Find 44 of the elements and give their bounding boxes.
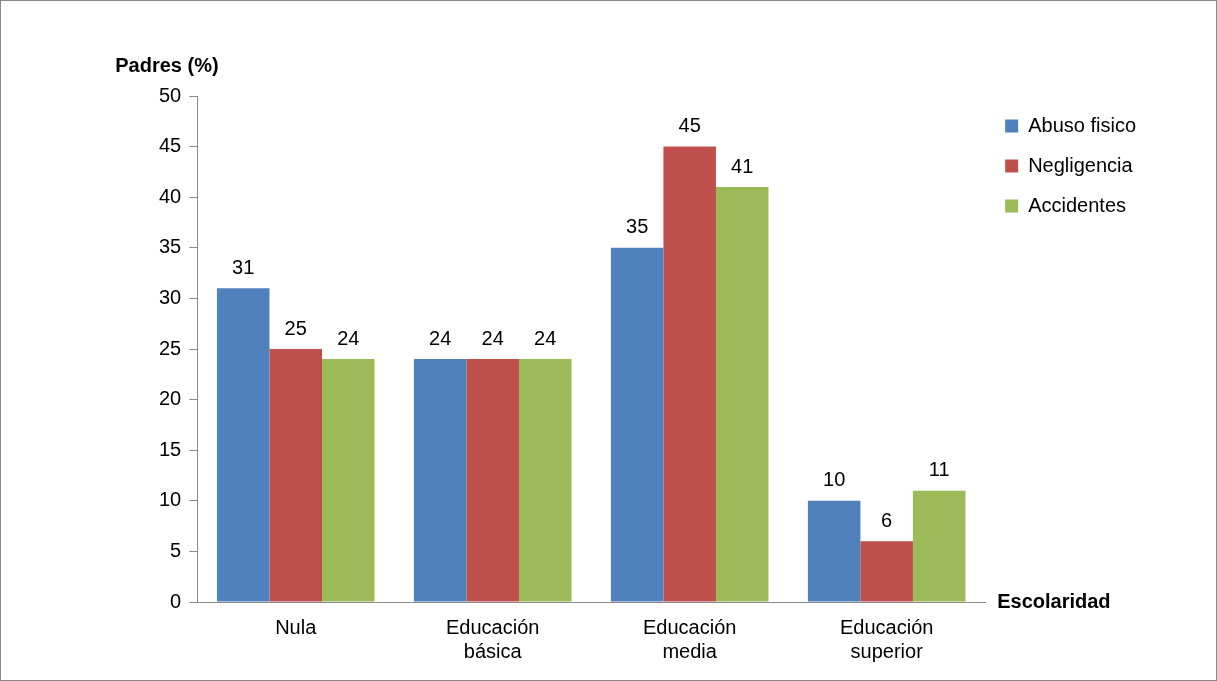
data-label: 31 — [232, 255, 255, 278]
data-label: 24 — [429, 326, 452, 349]
data-label: 24 — [534, 326, 557, 349]
legend-label: Accidentes — [1028, 193, 1127, 216]
y-tick-label: 10 — [159, 488, 182, 511]
data-label: 6 — [881, 508, 893, 531]
x-tick-label: Educación media — [642, 615, 737, 662]
data-label: 24 — [337, 326, 360, 349]
bar — [518, 359, 572, 602]
bar — [912, 490, 966, 602]
y-tick-label: 15 — [159, 437, 182, 460]
x-tick-label: Educación superior — [839, 615, 934, 662]
data-label: 24 — [481, 326, 504, 349]
y-tick-label: 45 — [159, 134, 182, 157]
y-axis-title: Padres (%) — [115, 53, 219, 76]
bar — [216, 288, 270, 602]
data-label: 25 — [284, 316, 307, 339]
bar — [322, 359, 375, 602]
y-tick-label: 30 — [159, 285, 182, 308]
y-tick-label: 50 — [159, 83, 182, 106]
y-tick-label: 0 — [170, 589, 182, 612]
x-tick-label: Nula — [275, 615, 318, 638]
bar — [860, 541, 913, 602]
bar — [413, 359, 467, 602]
data-label: 35 — [626, 215, 649, 238]
legend-label: Negligencia — [1028, 153, 1134, 176]
bar — [715, 187, 769, 602]
bar — [610, 247, 664, 602]
x-tick-label: Educación básica — [446, 615, 540, 662]
y-tick-label: 25 — [159, 336, 182, 359]
bar — [663, 146, 716, 602]
data-label: 41 — [731, 154, 754, 177]
y-tick-label: 40 — [159, 184, 182, 207]
data-label: 45 — [678, 114, 701, 137]
bar — [466, 359, 519, 602]
y-tick-label: 35 — [159, 235, 182, 258]
bar — [269, 349, 322, 602]
legend-label: Abuso fisico — [1028, 113, 1137, 136]
data-label: 10 — [823, 468, 846, 491]
data-label: 11 — [928, 458, 950, 481]
y-tick-label: 20 — [159, 387, 182, 410]
y-tick-label: 5 — [170, 538, 182, 561]
bar — [807, 500, 861, 602]
x-axis-title: Escolaridad — [997, 589, 1111, 612]
